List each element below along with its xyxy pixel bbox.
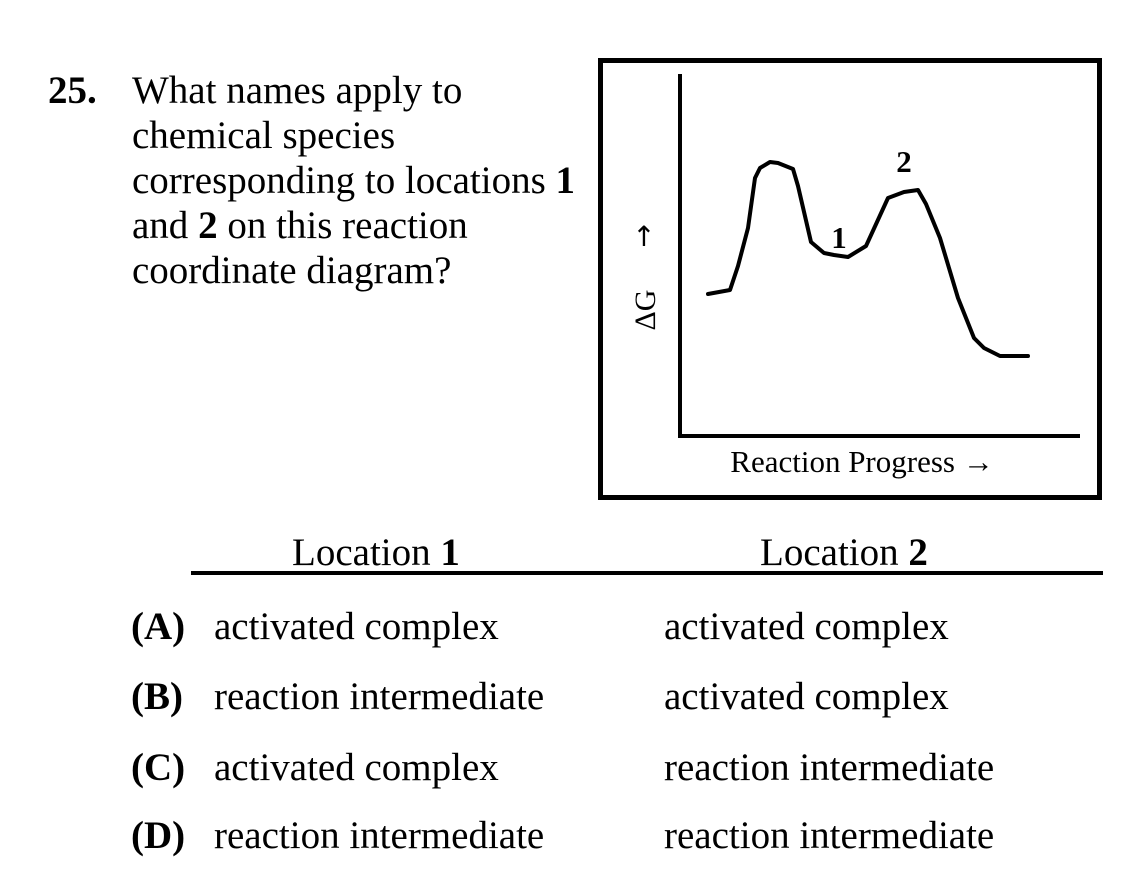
question-number: 25. <box>48 69 97 112</box>
energy-curve <box>706 160 1030 358</box>
reaction-coordinate-diagram: ↑ ΔG 1 2 Reaction Progress → <box>598 58 1104 502</box>
y-axis-label: ΔG <box>629 290 662 331</box>
choice-location-1: reaction intermediate <box>214 675 545 718</box>
column-header-location-2: Location 2 <box>760 530 928 576</box>
choice-location-2: reaction intermediate <box>664 814 995 857</box>
answer-choice-d[interactable]: (D) reaction intermediate reaction inter… <box>0 812 1145 860</box>
diagram-frame <box>598 58 1102 500</box>
column-1-label: Location <box>292 531 441 574</box>
column-2-number: 2 <box>908 531 928 574</box>
choice-letter: (B) <box>131 675 183 718</box>
choice-location-1: activated complex <box>214 746 499 789</box>
question-bold-2: 2 <box>198 204 218 247</box>
choice-letter: (D) <box>131 814 186 857</box>
choice-location-2: reaction intermediate <box>664 746 995 789</box>
choice-letter: (A) <box>131 605 186 648</box>
choice-location-1: activated complex <box>214 605 499 648</box>
question-text: What names apply to chemical species cor… <box>132 68 587 293</box>
x-axis-label: Reaction Progress → <box>730 444 993 479</box>
question-text-part1: What names apply to chemical species cor… <box>132 69 556 202</box>
column-2-label: Location <box>760 531 909 574</box>
question-bold-1: 1 <box>555 159 576 202</box>
diagram-svg: ↑ ΔG 1 2 Reaction Progress → <box>598 58 1102 500</box>
choice-location-1: reaction intermediate <box>214 814 545 857</box>
table-header: Location 1 Location 2 <box>0 530 1145 576</box>
y-axis-arrow: ↑ <box>632 220 655 253</box>
choice-location-2: activated complex <box>664 605 949 648</box>
question-text-part3: on this reaction coordinate diagram? <box>132 204 468 292</box>
column-header-location-1: Location 1 <box>292 530 460 576</box>
answer-choice-b[interactable]: (B) reaction intermediate activated comp… <box>0 673 1145 721</box>
point-2-label: 2 <box>896 144 912 179</box>
column-1-number: 1 <box>440 531 460 574</box>
answer-choice-c[interactable]: (C) activated complex reaction intermedi… <box>0 744 1145 792</box>
header-rule <box>191 571 1103 575</box>
question-text-part2: and <box>132 204 199 247</box>
point-1-label: 1 <box>831 220 847 255</box>
choice-location-2: activated complex <box>664 675 949 718</box>
choice-letter: (C) <box>131 746 186 789</box>
answer-choice-a[interactable]: (A) activated complex activated complex <box>0 603 1145 651</box>
